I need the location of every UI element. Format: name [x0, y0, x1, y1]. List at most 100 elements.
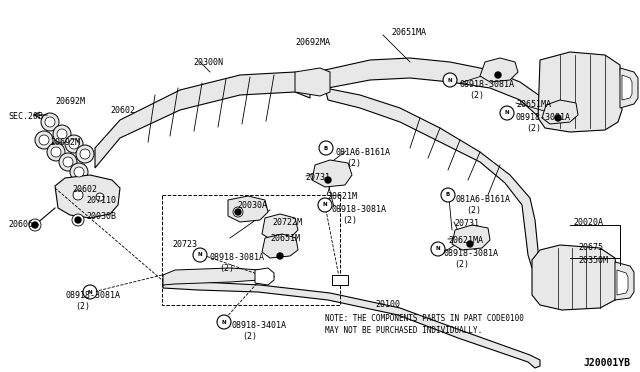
- Circle shape: [441, 188, 455, 202]
- Circle shape: [72, 214, 84, 226]
- Text: NOTE: THE COMPONENTS PARTS IN PART CODE0100: NOTE: THE COMPONENTS PARTS IN PART CODE0…: [325, 314, 524, 323]
- Text: (2): (2): [75, 302, 90, 311]
- Text: 207110: 207110: [86, 196, 116, 205]
- Text: (2): (2): [466, 206, 481, 215]
- Text: N: N: [198, 253, 202, 257]
- Polygon shape: [620, 68, 638, 108]
- Text: 08918-3081A: 08918-3081A: [516, 113, 571, 122]
- Text: 20602: 20602: [110, 106, 135, 115]
- Text: 20606: 20606: [8, 220, 33, 229]
- Polygon shape: [615, 262, 634, 300]
- Polygon shape: [163, 280, 540, 368]
- Circle shape: [65, 135, 83, 153]
- Polygon shape: [55, 175, 120, 218]
- Text: N: N: [221, 320, 227, 324]
- Polygon shape: [262, 214, 298, 240]
- Circle shape: [76, 145, 94, 163]
- Circle shape: [73, 190, 83, 200]
- Text: 081A6-B161A: 081A6-B161A: [336, 148, 391, 157]
- Circle shape: [495, 72, 501, 78]
- Circle shape: [319, 141, 333, 155]
- Circle shape: [39, 135, 49, 145]
- Polygon shape: [312, 160, 352, 187]
- Text: 08918-3081A: 08918-3081A: [444, 249, 499, 258]
- Text: SEC.20B: SEC.20B: [8, 112, 43, 121]
- Text: MAY NOT BE PURCHASED INDIVIDUALLY.: MAY NOT BE PURCHASED INDIVIDUALLY.: [325, 326, 483, 335]
- Circle shape: [59, 153, 77, 171]
- Circle shape: [53, 125, 71, 143]
- Circle shape: [467, 241, 473, 247]
- Text: 20692M: 20692M: [50, 138, 80, 147]
- Polygon shape: [617, 270, 628, 295]
- Circle shape: [51, 147, 61, 157]
- Text: N: N: [505, 110, 509, 115]
- Circle shape: [217, 315, 231, 329]
- Text: N: N: [448, 77, 452, 83]
- Polygon shape: [325, 58, 545, 118]
- Text: 20300N: 20300N: [193, 58, 223, 67]
- Circle shape: [69, 139, 79, 149]
- Circle shape: [318, 198, 332, 212]
- Text: 20602: 20602: [72, 185, 97, 194]
- Text: 20675: 20675: [578, 243, 603, 252]
- Text: 20621M: 20621M: [327, 192, 357, 201]
- Circle shape: [47, 143, 65, 161]
- Text: 20651MA: 20651MA: [516, 100, 551, 109]
- Polygon shape: [228, 196, 268, 222]
- Polygon shape: [262, 234, 298, 258]
- Text: (2): (2): [219, 264, 234, 273]
- Text: 20722M: 20722M: [272, 218, 302, 227]
- Circle shape: [431, 242, 445, 256]
- Polygon shape: [325, 88, 538, 268]
- Text: (2): (2): [242, 332, 257, 341]
- Circle shape: [325, 177, 331, 183]
- Polygon shape: [542, 100, 578, 124]
- Polygon shape: [532, 245, 618, 310]
- Circle shape: [35, 131, 53, 149]
- Text: (2): (2): [526, 124, 541, 133]
- Circle shape: [75, 217, 81, 223]
- Text: N: N: [323, 202, 327, 208]
- Text: 08918-3081A: 08918-3081A: [65, 291, 120, 300]
- Polygon shape: [163, 268, 260, 285]
- Text: 08918-3081A: 08918-3081A: [332, 205, 387, 214]
- Text: 20692M: 20692M: [55, 97, 85, 106]
- Text: 20030B: 20030B: [86, 212, 116, 221]
- Text: N: N: [88, 289, 92, 295]
- Circle shape: [193, 248, 207, 262]
- Text: (2): (2): [454, 260, 469, 269]
- Polygon shape: [295, 68, 330, 96]
- Circle shape: [70, 163, 88, 181]
- Text: (2): (2): [342, 216, 357, 225]
- Text: 20100: 20100: [375, 300, 400, 309]
- Circle shape: [443, 73, 457, 87]
- Circle shape: [233, 207, 243, 217]
- Text: 20651M: 20651M: [270, 234, 300, 243]
- Circle shape: [500, 106, 514, 120]
- Polygon shape: [480, 58, 518, 82]
- Text: B: B: [324, 145, 328, 151]
- Polygon shape: [622, 75, 632, 100]
- Circle shape: [80, 149, 90, 159]
- Circle shape: [45, 117, 55, 127]
- Circle shape: [32, 222, 38, 228]
- Polygon shape: [452, 225, 490, 250]
- Text: 20621MA: 20621MA: [448, 236, 483, 245]
- Text: 08918-3401A: 08918-3401A: [232, 321, 287, 330]
- Text: 20692MA: 20692MA: [295, 38, 330, 47]
- Circle shape: [277, 253, 283, 259]
- Text: 08918-3081A: 08918-3081A: [209, 253, 264, 262]
- Text: 20651MA: 20651MA: [391, 28, 426, 37]
- Circle shape: [63, 157, 73, 167]
- Text: (2): (2): [469, 91, 484, 100]
- Polygon shape: [255, 268, 274, 285]
- Text: 20731: 20731: [454, 219, 479, 228]
- Polygon shape: [332, 275, 348, 285]
- Polygon shape: [538, 52, 622, 132]
- Text: 20020A: 20020A: [573, 218, 603, 227]
- Text: B: B: [446, 192, 450, 198]
- Text: 20350M: 20350M: [578, 256, 608, 265]
- Circle shape: [41, 113, 59, 131]
- Text: 081A6-B161A: 081A6-B161A: [456, 195, 511, 204]
- Text: 20030A: 20030A: [237, 201, 267, 210]
